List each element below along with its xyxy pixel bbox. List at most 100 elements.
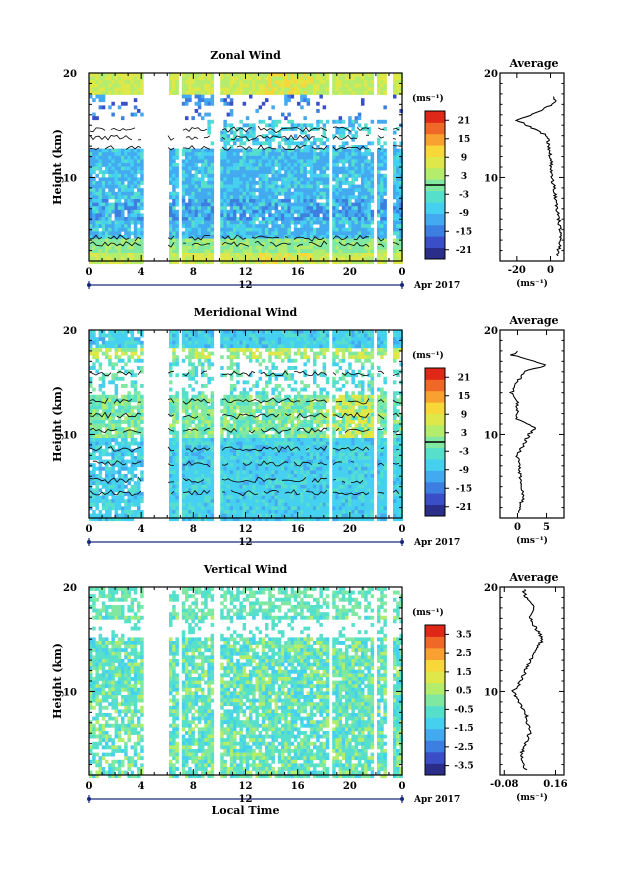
- colorbar-segment: [425, 504, 445, 517]
- colorbar-tick-label: -15: [456, 484, 472, 494]
- average-line: [511, 589, 544, 771]
- average-unit: (ms⁻¹): [516, 278, 548, 289]
- y-axis-label: Height (km): [51, 643, 64, 719]
- contour-line: [89, 445, 400, 453]
- x-tick-label: 16: [291, 781, 305, 792]
- date-center-label: 12: [239, 280, 253, 291]
- colorbar-segment: [425, 156, 445, 169]
- x-tick-label: 20: [343, 524, 357, 535]
- colorbar-segment: [425, 682, 445, 695]
- colorbar-segment: [425, 763, 445, 776]
- average-x-tick: 0: [547, 265, 554, 276]
- average-x-tick: 0.16: [543, 779, 567, 790]
- colorbar-tick-label: -2.5: [454, 743, 473, 753]
- colorbar-segment: [425, 659, 445, 672]
- colorbar-segment: [425, 636, 445, 649]
- colorbar-segment: [425, 751, 445, 764]
- average-y-tick: 10: [484, 430, 498, 441]
- x-tick-label: 0: [399, 781, 406, 792]
- colorbar-segment: [425, 705, 445, 718]
- colorbar-tick-label: -21: [456, 246, 472, 256]
- colorbar-tick-label: -3: [459, 190, 469, 200]
- x-tick-label: 0: [86, 781, 93, 792]
- panel-title: Meridional Wind: [194, 306, 298, 319]
- panel-title: Zonal Wind: [210, 49, 281, 62]
- colorbar-segment: [425, 224, 445, 237]
- colorbar-segment: [425, 481, 445, 494]
- heatmap-cells: [89, 587, 403, 779]
- y-tick-label: 10: [63, 173, 77, 184]
- colorbar-segment: [425, 424, 445, 437]
- x-axis-label: Local Time: [212, 804, 280, 817]
- colorbar-segment: [425, 145, 445, 157]
- y-tick-label: 10: [63, 430, 77, 441]
- average-y-tick: 10: [484, 173, 498, 184]
- colorbar-segment: [425, 717, 445, 730]
- date-bar-dot: [87, 540, 91, 544]
- average-x-tick: -0.08: [490, 779, 519, 790]
- colorbar-frame: [424, 624, 446, 776]
- colorbar-unit: (ms⁻¹): [412, 93, 444, 104]
- colorbar-tick-label: 21: [458, 116, 471, 126]
- x-tick-label: 12: [239, 524, 253, 535]
- colorbar-segment: [425, 247, 445, 260]
- colorbar-segment: [425, 190, 445, 203]
- colorbar-unit: (ms⁻¹): [412, 350, 444, 361]
- contour-lines: [89, 125, 400, 248]
- average-x-tick: 5: [543, 522, 550, 533]
- average-title: Average: [508, 571, 558, 584]
- contour-line: [89, 125, 400, 134]
- heatmap-cells: [89, 330, 403, 522]
- colorbar-tick-label: -15: [456, 227, 472, 237]
- date-bar-dot: [400, 797, 404, 801]
- average-line: [514, 96, 563, 257]
- colorbar-segment: [425, 459, 445, 471]
- colorbar-segment: [425, 133, 445, 146]
- average-title: Average: [508, 57, 558, 70]
- average-frame: [499, 586, 565, 776]
- x-tick-label: 20: [343, 781, 357, 792]
- date-label: Apr 2017: [413, 538, 460, 548]
- colorbar-tick-label: -3.5: [454, 762, 473, 772]
- y-axis-label: Height (km): [51, 386, 64, 462]
- average-x-tick: -20: [508, 265, 526, 276]
- colorbar-unit: (ms⁻¹): [412, 607, 444, 618]
- date-bar-dot: [87, 797, 91, 801]
- colorbar-segment: [425, 390, 445, 403]
- colorbar: (ms⁻¹) 21 15 9 3 -3 -9 -15 -21: [412, 350, 472, 517]
- contour-line: [92, 460, 400, 468]
- date-bar-dot: [400, 283, 404, 287]
- date-center-label: 12: [239, 537, 253, 548]
- average-y-tick: 20: [484, 326, 498, 337]
- y-tick-label: 10: [63, 687, 77, 698]
- colorbar-segment: [425, 213, 445, 226]
- colorbar-tick-label: 1.5: [456, 668, 472, 678]
- date-center-label: 12: [239, 794, 253, 805]
- x-tick-label: 4: [138, 524, 145, 535]
- colorbar-tick-label: 9: [461, 410, 467, 420]
- average-profile: Average 20 10 -20 0 (ms⁻¹): [484, 57, 565, 289]
- x-tick-label: 16: [291, 267, 305, 278]
- colorbar-segment: [425, 236, 445, 248]
- average-y-tick: 20: [484, 69, 498, 80]
- average-y-tick: 10: [484, 687, 498, 698]
- x-tick-label: 4: [138, 781, 145, 792]
- y-tick-label: 20: [63, 583, 77, 594]
- x-tick-label: 0: [399, 267, 406, 278]
- colorbar-segment: [425, 470, 445, 483]
- contour-line: [89, 397, 400, 405]
- colorbar-segment: [425, 167, 445, 180]
- colorbar-segment: [425, 648, 445, 660]
- colorbar-segment: [425, 728, 445, 741]
- average-profile: Average 20 10 0 5 (ms⁻¹): [484, 314, 565, 546]
- y-axis-label: Height (km): [51, 129, 64, 205]
- x-tick-label: 16: [291, 524, 305, 535]
- colorbar-tick-label: 9: [461, 153, 467, 163]
- colorbar-segment: [425, 122, 445, 135]
- colorbar: (ms⁻¹) 21 15 9 3 -3 -9 -15 -21: [412, 93, 472, 260]
- colorbar-tick-label: 15: [458, 135, 471, 145]
- y-tick-label: 20: [63, 326, 77, 337]
